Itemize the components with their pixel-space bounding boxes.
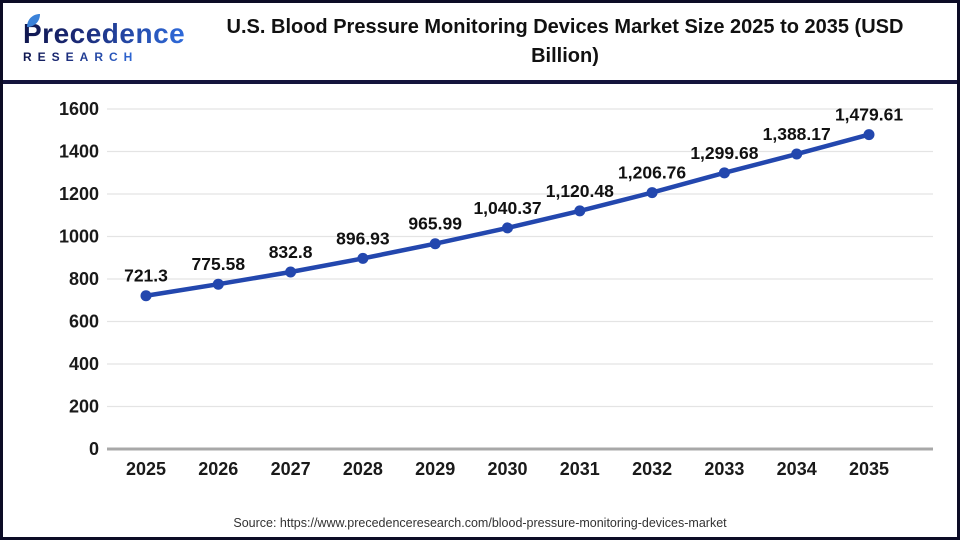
data-point [212,278,224,290]
header: Precedence RESEARCH U.S. Blood Pressure … [3,3,957,84]
data-point [574,205,586,217]
data-point [791,148,803,160]
data-label: 1,040.37 [473,198,541,218]
y-tick-label: 0 [89,439,99,459]
data-point [863,129,875,141]
x-tick-label: 2027 [271,459,311,479]
title-wrap: U.S. Blood Pressure Monitoring Devices M… [187,13,943,71]
data-point [285,266,297,278]
data-point [429,238,441,250]
x-tick-label: 2033 [704,459,744,479]
chart-section: 0 200 400 600 800 1000 1200 1400 1600 2025 2026 202… [3,84,957,537]
logo-wordmark: Precedence [23,18,186,49]
x-tick-label: 2028 [343,459,383,479]
x-tick-label: 2034 [777,459,817,479]
precedence-research-logo: Precedence RESEARCH [17,14,187,64]
x-tick-label: 2025 [126,459,166,479]
data-label: 965.99 [408,214,462,234]
data-point [646,187,658,199]
x-tick-label: 2032 [632,459,672,479]
data-point [357,252,369,264]
x-tick-label: 2035 [849,459,889,479]
source-text: Source: https://www.precedenceresearch.c… [233,516,727,530]
y-tick-label: 200 [69,397,99,417]
data-label: 832.8 [269,242,313,262]
data-point [718,167,730,179]
y-tick-label: 1400 [59,142,99,162]
data-label: 1,388.17 [763,124,831,144]
y-tick-label: 600 [69,312,99,332]
chart-title: U.S. Blood Pressure Monitoring Devices M… [226,15,904,67]
data-label: 721.3 [124,266,168,286]
y-tick-label: 400 [69,354,99,374]
x-tick-label: 2030 [487,459,527,479]
data-point [140,290,152,302]
y-tick-label: 1600 [59,99,99,119]
y-tick-label: 1000 [59,227,99,247]
y-tick-label: 1200 [59,184,99,204]
data-label: 1,299.68 [690,143,758,163]
data-label: 1,206.76 [618,163,686,183]
logo-subtitle: RESEARCH [23,50,139,64]
chart-svg: 0 200 400 600 800 1000 1200 1400 1600 2025 2026 202… [59,99,933,479]
x-tick-label: 2029 [415,459,455,479]
data-label: 1,120.48 [546,181,614,201]
y-tick-label: 800 [69,269,99,289]
x-tick-label: 2031 [560,459,600,479]
data-label: 775.58 [192,254,246,274]
x-tick-label: 2026 [198,459,238,479]
data-point [502,222,513,234]
data-label: 896.93 [336,228,390,248]
data-label: 1,479.61 [835,105,903,125]
leaf-icon [27,14,40,27]
